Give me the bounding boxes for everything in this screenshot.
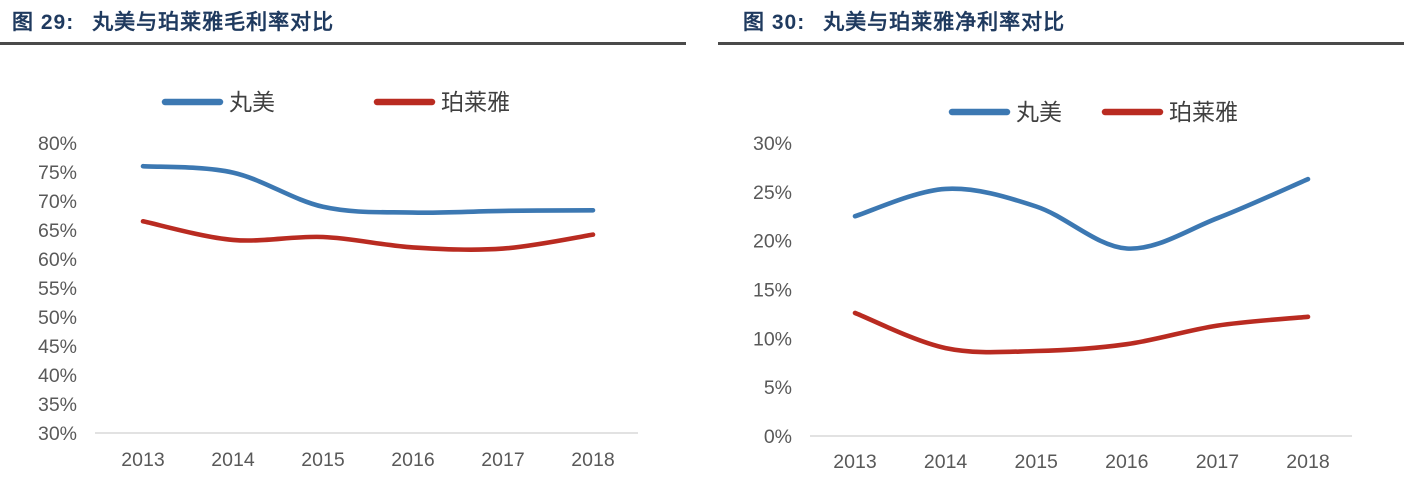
y-axis-tick-label: 5%: [764, 377, 792, 399]
legend-label-0: 丸美: [1016, 99, 1062, 125]
x-axis-tick-label: 2015: [1015, 451, 1059, 473]
figure-29-header: 图 29: 丸美与珀莱雅毛利率对比: [0, 6, 686, 36]
x-axis-tick-label: 2013: [121, 449, 164, 471]
y-axis-tick-label: 35%: [38, 394, 77, 416]
x-axis: 2013 2014 2015 2016 2017 2018: [833, 451, 1329, 473]
x-axis-tick-label: 2013: [833, 451, 876, 473]
y-axis-tick-label: 45%: [38, 336, 77, 358]
x-axis-tick-label: 2014: [924, 451, 968, 473]
x-axis-tick-label: 2016: [1105, 451, 1148, 473]
series-line-1: [140, 219, 596, 252]
gross-margin-line-chart: 80%75%70%65%60%55%50%45%40%35%30%2013 201…: [38, 89, 638, 471]
x-axis-tick-label: 2015: [301, 449, 345, 471]
figure-29-title: 丸美与珀莱雅毛利率对比: [92, 11, 335, 34]
series-line-0: [852, 176, 1311, 251]
y-axis-tick-label: 25%: [753, 182, 792, 204]
figure-30: 图 30: 丸美与珀莱雅净利率对比 30% 25% 20% 15% 10% 5% 0% 201…: [718, 0, 1404, 496]
legend-label-1: 珀莱雅: [1169, 99, 1238, 125]
y-axis-tick-label: 55%: [38, 278, 77, 300]
series-line-0: [140, 163, 596, 216]
y-axis-tick-label: 15%: [753, 280, 792, 302]
y-axis: 30% 25% 20% 15% 10% 5% 0%: [753, 133, 792, 448]
y-axis-tick-label: 60%: [38, 249, 77, 271]
x-axis-tick-label: 2018: [1286, 451, 1329, 473]
x-axis: 2013 2014 2015 2016 2017 2018: [121, 449, 614, 471]
net-margin-line-chart: 30%25%20%15%10%5%0%2013 2014 2015 2016 2017 2…: [753, 99, 1352, 473]
y-axis-tick-label: 20%: [753, 231, 792, 253]
y-axis-tick-label: 50%: [38, 307, 77, 329]
figure-30-header: 图 30: 丸美与珀莱雅净利率对比: [718, 6, 1404, 36]
legend: 丸美 珀莱雅: [161, 89, 510, 115]
figure-30-number: 图 30:: [743, 11, 806, 34]
y-axis-tick-label: 70%: [38, 191, 77, 213]
y-axis-tick-label: 0%: [764, 426, 792, 448]
y-axis-tick-label: 10%: [753, 328, 792, 350]
x-axis-tick-label: 2016: [391, 449, 434, 471]
legend-label-1: 珀莱雅: [441, 89, 510, 115]
x-axis-tick-label: 2014: [211, 449, 255, 471]
figure-29: 图 29: 丸美与珀莱雅毛利率对比 80% 75% 70% 65% 60% 55% 50% 4…: [0, 0, 686, 496]
legend-label-0: 丸美: [229, 89, 275, 115]
y-axis-tick-label: 30%: [753, 133, 792, 155]
x-axis-tick-label: 2018: [571, 449, 614, 471]
y-axis-tick-label: 75%: [38, 162, 77, 184]
series-line-1: [852, 310, 1311, 355]
figure-29-title-rule: [0, 42, 686, 45]
x-axis-tick-label: 2017: [481, 449, 524, 471]
figure-30-title: 丸美与珀莱雅净利率对比: [823, 11, 1066, 34]
legend: 丸美 珀莱雅: [948, 99, 1238, 125]
y-axis-tick-label: 80%: [38, 133, 77, 155]
y-axis-tick-label: 30%: [38, 423, 77, 445]
x-axis-tick-label: 2017: [1196, 451, 1239, 473]
y-axis-tick-label: 40%: [38, 365, 77, 387]
y-axis: 80% 75% 70% 65% 60% 55% 50% 45% 40% 35% 30%: [38, 133, 77, 445]
figure-29-number: 图 29:: [12, 11, 75, 34]
figure-30-title-rule: [718, 42, 1404, 45]
y-axis-tick-label: 65%: [38, 220, 77, 242]
